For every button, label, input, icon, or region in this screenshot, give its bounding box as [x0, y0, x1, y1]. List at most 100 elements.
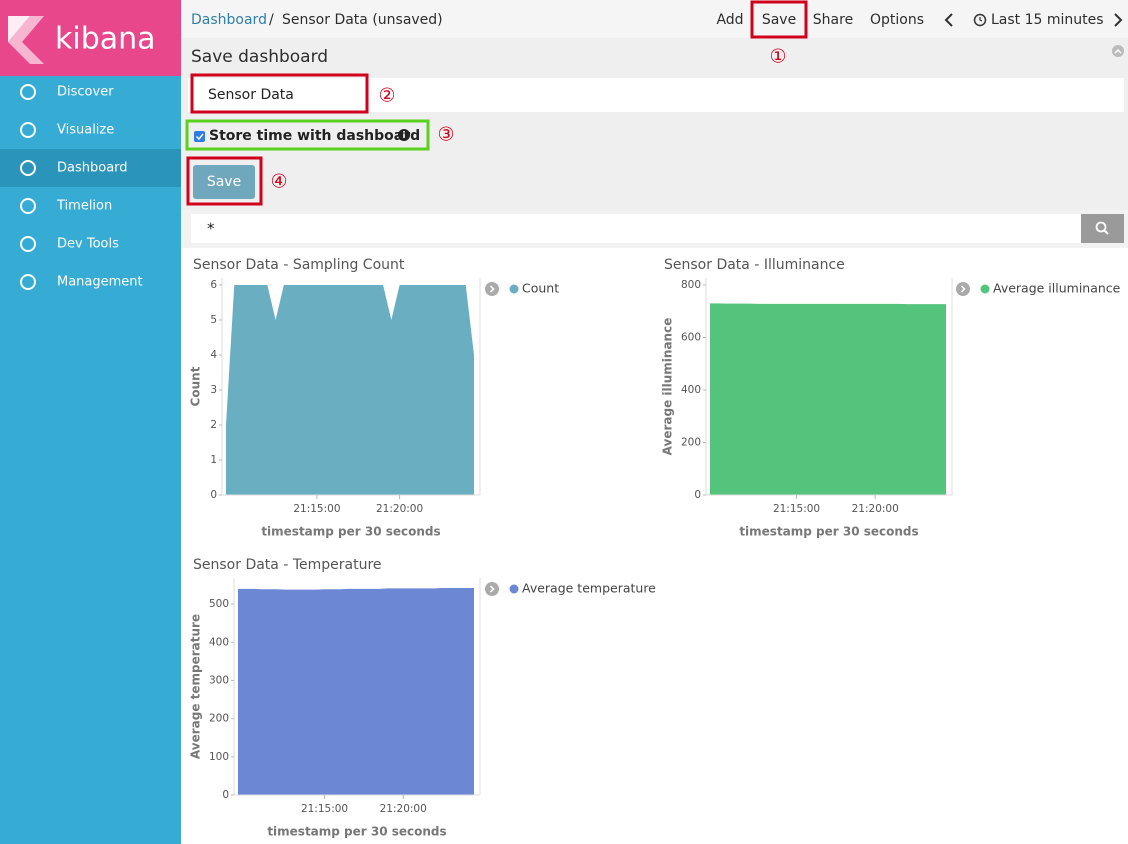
y-axis-label: Count — [189, 366, 203, 406]
annotation-number: ② — [378, 85, 395, 107]
legend-swatch — [509, 584, 519, 594]
nav-item[interactable]: Dashboard — [57, 161, 128, 176]
x-tick-label: 21:15:00 — [301, 803, 348, 815]
breadcrumb-link[interactable]: Dashboard — [191, 12, 267, 28]
toolbar-item[interactable]: Save — [762, 12, 796, 28]
nav-item[interactable]: Dev Tools — [57, 237, 119, 252]
legend-toggle-arrow — [489, 585, 495, 593]
legend-label[interactable]: Average illuminance — [993, 281, 1121, 296]
y-tick-label: 0 — [222, 789, 229, 801]
y-tick-label: 800 — [681, 279, 701, 291]
name-input-value: Sensor Data — [208, 87, 294, 103]
save-button-label: Save — [207, 174, 241, 190]
nav-item[interactable]: Timelion — [56, 199, 112, 214]
y-tick-label: 100 — [209, 751, 229, 763]
chart: Sensor Data - Sampling Count Count 0 1 2 3 4 5 6… — [189, 257, 560, 539]
y-tick-label: 1 — [210, 454, 217, 466]
x-axis-label: timestamp per 30 seconds — [261, 525, 440, 539]
y-tick-label: 0 — [694, 489, 701, 501]
time-picker[interactable]: Last 15 minutes — [991, 12, 1104, 28]
legend-toggle-arrow — [489, 285, 495, 293]
prev-icon[interactable] — [944, 13, 953, 27]
legend-label[interactable]: Average temperature — [522, 581, 656, 596]
legend-toggle[interactable] — [485, 582, 499, 596]
chart: Sensor Data - Temperature Average tempera… — [189, 557, 657, 839]
sidebar — [0, 0, 181, 844]
chart-title: Sensor Data - Illuminance — [664, 257, 845, 273]
nav-icon — [20, 160, 36, 176]
legend-label[interactable]: Count — [522, 281, 559, 296]
y-tick-label: 200 — [681, 437, 701, 449]
y-tick-label: 400 — [681, 384, 701, 396]
annotation-number: ① — [769, 46, 786, 68]
toolbar: Add Save Share Options — [716, 12, 924, 28]
query-input[interactable] — [191, 214, 1081, 243]
nav-icon — [20, 122, 36, 138]
annotation-box — [186, 156, 263, 206]
nav-icon — [20, 84, 36, 100]
info-icon — [403, 133, 405, 138]
y-tick-label: 500 — [209, 598, 229, 610]
charts: Sensor Data - Sampling Count Count 0 1 2 3 4 5 6… — [189, 257, 1121, 839]
search-button[interactable] — [1081, 214, 1124, 243]
x-tick-label: 21:20:00 — [376, 503, 423, 515]
checkbox[interactable] — [194, 131, 205, 142]
query-text: * — [207, 220, 215, 238]
legend-swatch — [509, 284, 519, 294]
y-tick-label: 3 — [210, 384, 217, 396]
toolbar-item[interactable]: Share — [813, 12, 853, 28]
toolbar-item[interactable]: Add — [716, 12, 743, 28]
nav-item[interactable]: Discover — [57, 85, 114, 100]
area — [238, 588, 474, 795]
y-tick-label: 300 — [209, 674, 229, 686]
y-tick-label: 5 — [210, 314, 217, 326]
save-button[interactable] — [193, 165, 255, 199]
area — [710, 303, 946, 495]
nav-icon — [20, 236, 36, 252]
legend-swatch — [980, 284, 990, 294]
checkbox-check — [195, 133, 204, 141]
toolbar-item[interactable]: Options — [870, 12, 924, 28]
x-tick-label: 21:20:00 — [852, 503, 899, 515]
search-icon — [1095, 221, 1107, 233]
nav: Discover Visualize Dashboard Timelion Dev To… — [20, 84, 143, 290]
legend-toggle[interactable] — [956, 282, 970, 296]
y-tick-label: 400 — [209, 636, 229, 648]
logo-icon — [8, 16, 44, 64]
panel-title: Save dashboard — [191, 47, 328, 67]
nav-icon — [20, 274, 36, 290]
y-tick-label: 2 — [210, 419, 217, 431]
logo[interactable]: kibana — [55, 22, 156, 57]
clock-icon — [979, 17, 983, 22]
annotation-number: ③ — [437, 124, 454, 146]
search-icon — [1103, 229, 1109, 235]
nav-icon — [20, 198, 36, 214]
legend-toggle[interactable] — [485, 282, 499, 296]
x-tick-label: 21:15:00 — [773, 503, 820, 515]
name-input[interactable] — [188, 78, 1124, 112]
y-axis-label: Average temperature — [189, 614, 203, 759]
nav-active — [0, 149, 181, 187]
x-axis-label: timestamp per 30 seconds — [739, 525, 918, 539]
breadcrumb-current: Sensor Data (unsaved) — [282, 12, 443, 28]
y-tick-label: 600 — [681, 332, 701, 344]
nav-item[interactable]: Visualize — [57, 123, 114, 138]
nav-item[interactable]: Management — [57, 275, 143, 290]
annotation-box — [750, 0, 808, 39]
y-tick-label: 0 — [210, 489, 217, 501]
clock-icon — [973, 13, 987, 27]
top-bar — [181, 0, 1128, 38]
y-axis-label: Average illuminance — [661, 318, 675, 456]
legend-toggle-arrow — [960, 285, 966, 293]
save-panel — [181, 38, 1128, 210]
annotation-number: ④ — [270, 171, 287, 193]
x-tick-label: 21:20:00 — [380, 803, 427, 815]
next-icon[interactable] — [1114, 13, 1123, 27]
y-tick-label: 4 — [210, 349, 217, 361]
annotation-box — [185, 119, 430, 151]
x-axis-label: timestamp per 30 seconds — [267, 825, 446, 839]
checkbox-label[interactable]: Store time with dashboard — [209, 128, 420, 144]
y-tick-label: 200 — [209, 713, 229, 725]
